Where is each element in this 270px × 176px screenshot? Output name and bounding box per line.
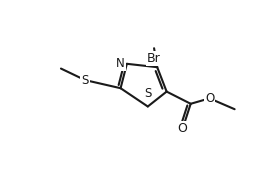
- Text: O: O: [205, 92, 214, 105]
- Text: S: S: [144, 87, 151, 100]
- Text: S: S: [81, 74, 89, 87]
- Text: O: O: [177, 122, 187, 135]
- Text: N: N: [116, 57, 125, 70]
- Text: Br: Br: [147, 52, 161, 65]
